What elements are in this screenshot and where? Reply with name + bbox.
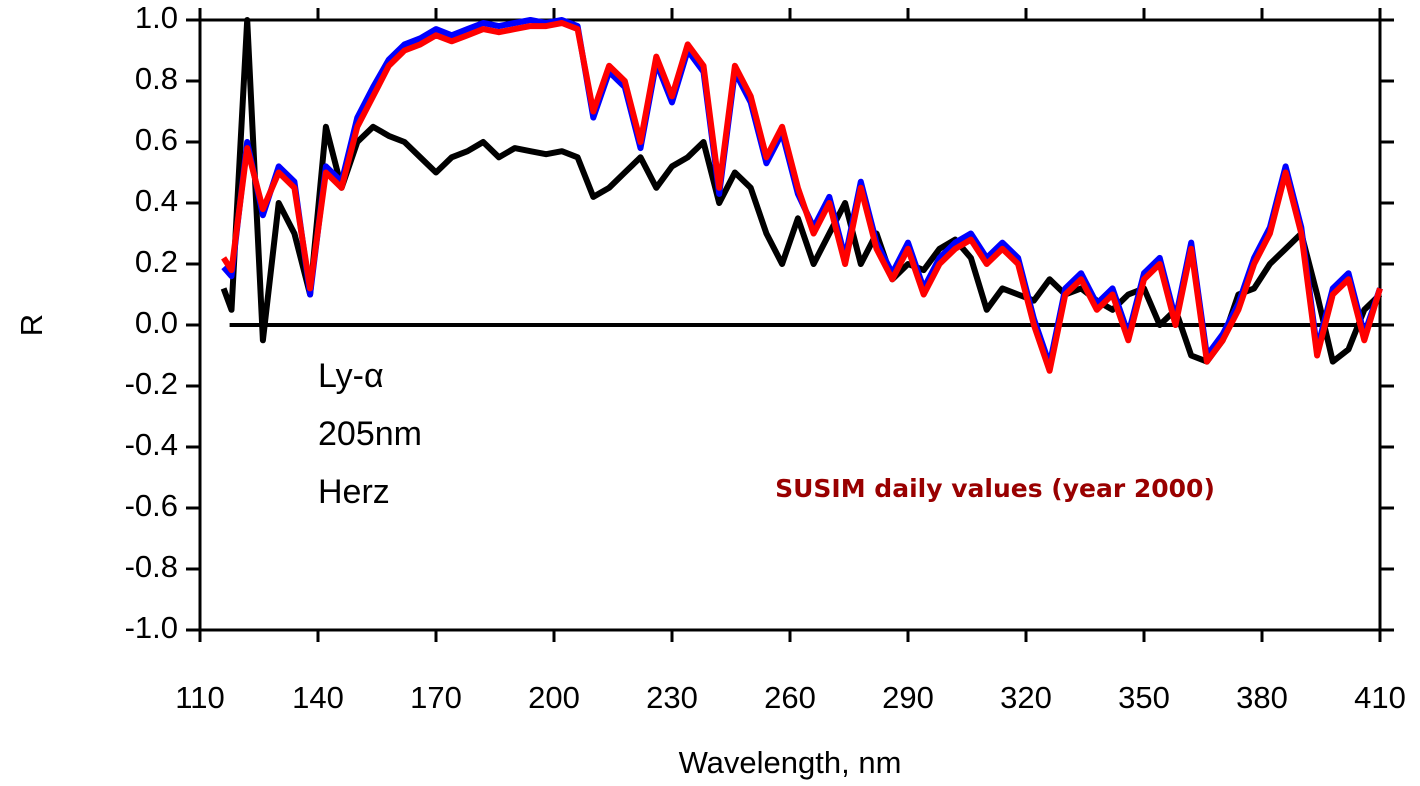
y-tick-label: -0.8: [125, 549, 178, 584]
y-axis-label: R: [14, 314, 49, 336]
x-tick-label: 320: [1000, 680, 1052, 715]
x-tick-label: 140: [292, 680, 344, 715]
y-tick-label: -0.6: [125, 488, 178, 523]
y-tick-label: 0.8: [135, 61, 178, 96]
x-tick-label: 410: [1354, 680, 1406, 715]
y-tick-label: -0.2: [125, 366, 178, 401]
y-tick-label: 0.6: [135, 122, 178, 157]
x-tick-label: 260: [764, 680, 816, 715]
x-tick-label: 110: [175, 680, 224, 715]
x-tick-label: 170: [410, 680, 462, 715]
x-tick-label: 350: [1118, 680, 1170, 715]
y-tick-label: 0.0: [135, 305, 178, 340]
legend-entry: Ly-α: [318, 357, 384, 395]
y-tick-label: 0.2: [135, 244, 178, 279]
series-line: [221, 20, 1383, 374]
y-tick-label: -0.4: [125, 427, 178, 462]
legend-entry: 205nm: [318, 415, 422, 453]
x-axis-label: Wavelength, nm: [679, 745, 902, 780]
x-tick-label: 200: [528, 680, 580, 715]
y-tick-label: 1.0: [135, 0, 178, 35]
x-tick-label: 290: [882, 680, 934, 715]
x-tick-label: 230: [646, 680, 698, 715]
y-tick-label: -1.0: [125, 610, 178, 645]
legend-entry: Herz: [318, 473, 390, 511]
y-tick-label: 0.4: [135, 183, 178, 218]
annotation: SUSIM daily values (year 2000): [775, 474, 1215, 503]
series-line: [220, 17, 1383, 365]
x-tick-label: 380: [1236, 680, 1288, 715]
